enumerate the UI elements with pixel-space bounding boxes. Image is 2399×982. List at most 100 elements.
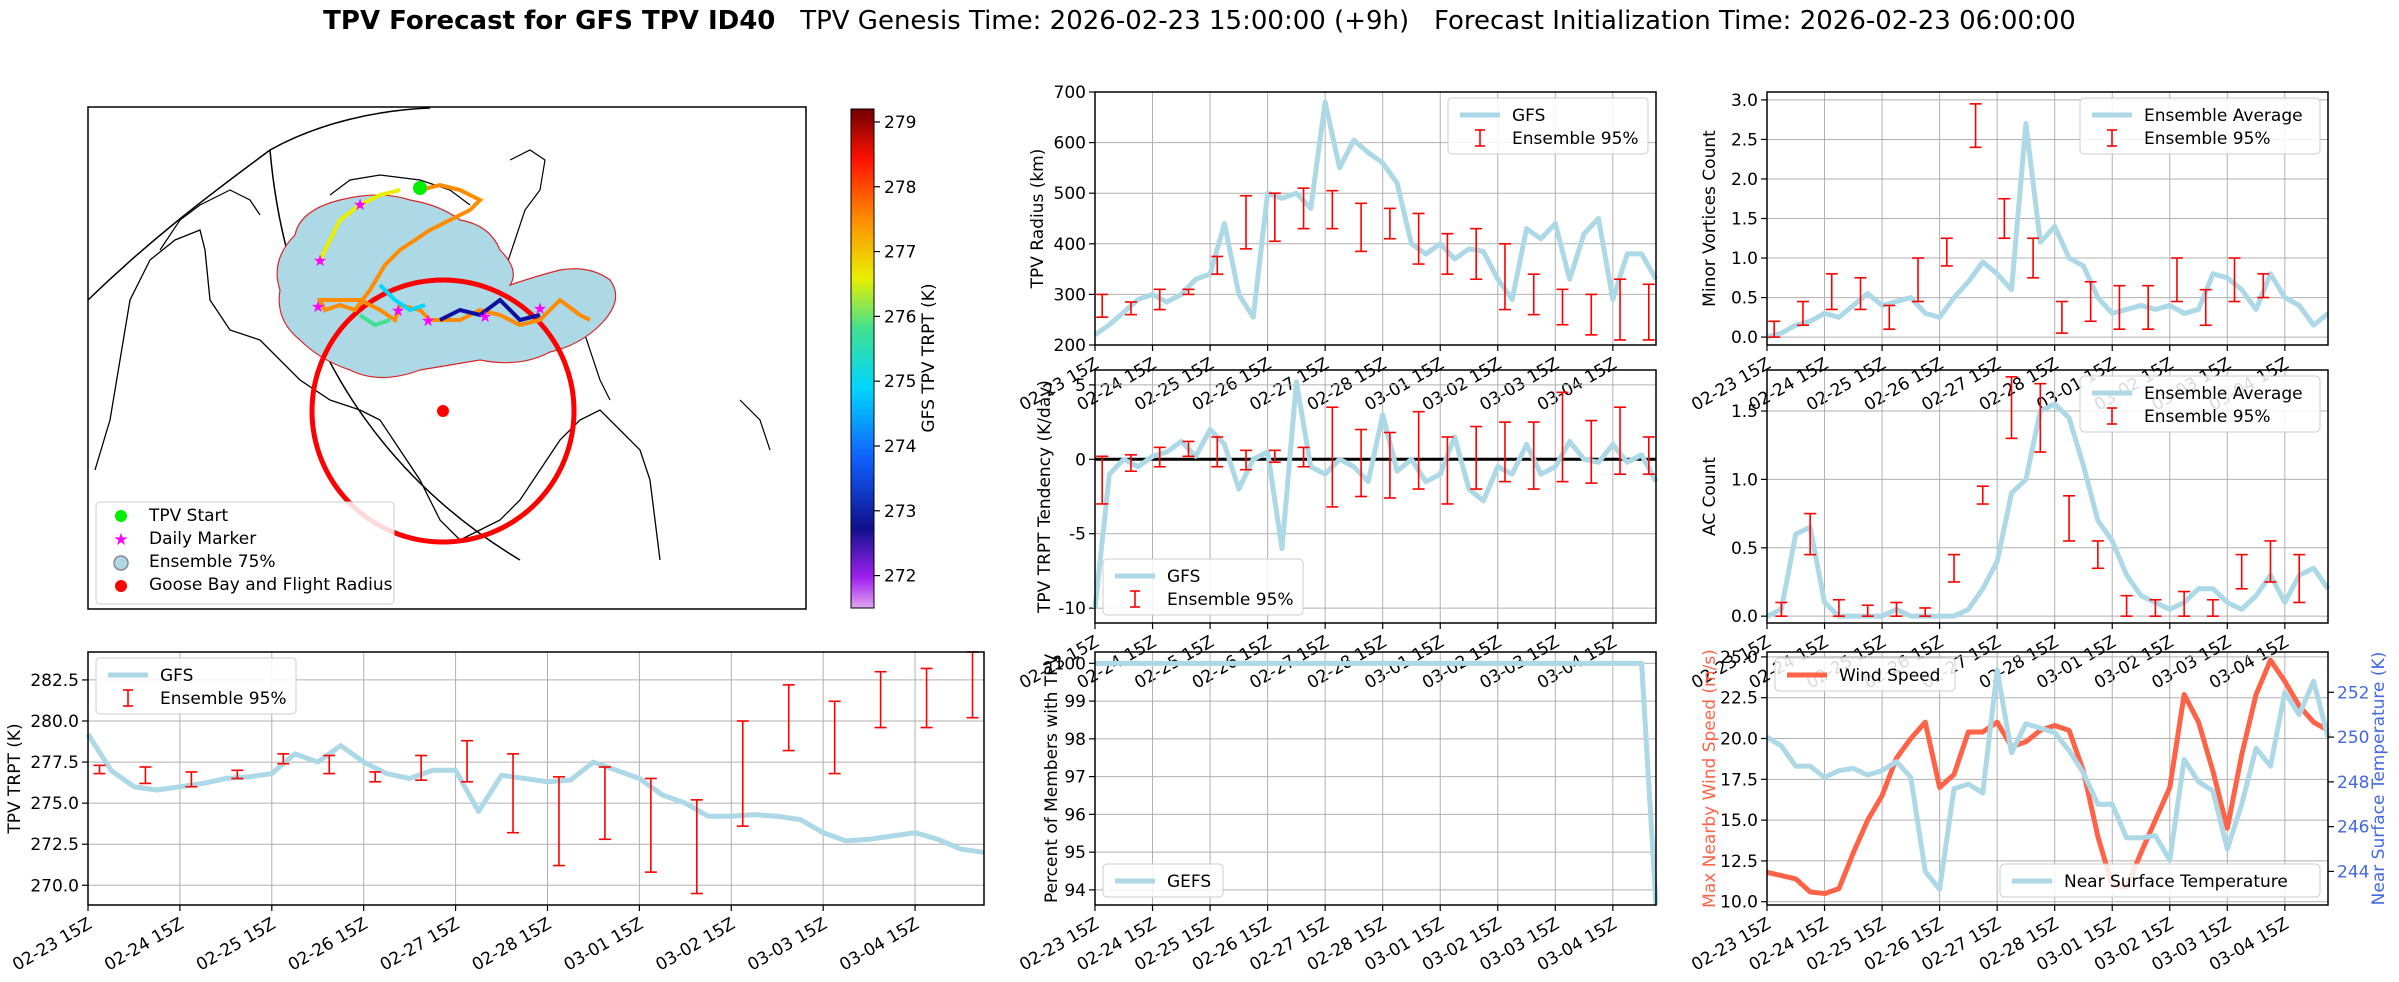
ensemble-95-errorbar — [1096, 455, 1109, 505]
x-tick-label: 03-03 15Z — [744, 914, 830, 975]
y-tick-label: 1.5 — [1731, 402, 1758, 422]
legend-label: Ensemble Average — [2144, 384, 2303, 404]
title-init: Forecast Initialization Time: 2026-02-23… — [1433, 6, 2076, 36]
y2-tick-label: 246 — [2337, 818, 2369, 838]
ensemble-95-errorbar — [1768, 320, 1781, 338]
legend-box — [1447, 97, 1649, 155]
y2-tick-label: 252 — [2337, 683, 2369, 703]
ensemble-95-errorbar — [1976, 485, 1989, 505]
ensemble-95-errorbar — [2264, 540, 2277, 583]
ensemble-95-errorbar — [1412, 212, 1425, 265]
ensemble-95-errorbar — [1383, 207, 1396, 240]
ensemble-95-errorbar — [2178, 590, 2191, 617]
y-tick-label: 20.0 — [1720, 730, 1758, 750]
ensemble-95-errorbar — [415, 754, 428, 781]
y-tick-label: 0.0 — [1731, 328, 1758, 348]
ensemble-95-errorbar — [277, 753, 290, 765]
axes-frame — [1094, 369, 1657, 624]
ensemble-95-errorbar — [2084, 280, 2097, 323]
axes-frame — [1766, 91, 2329, 346]
legend-box — [95, 657, 297, 715]
ensemble-95-errorbar — [185, 771, 198, 788]
legend-box — [1102, 558, 1304, 616]
y-tick-label: 1.5 — [1731, 210, 1758, 230]
map-legend-labels: TPV Start Daily Marker Ensemble 75% Goos… — [149, 505, 393, 597]
axes-frame — [87, 651, 985, 906]
ensemble-95-errorbar — [1124, 301, 1137, 316]
legend-label: Ensemble Average — [2144, 106, 2303, 126]
ensemble-95-errorbar — [2257, 273, 2270, 299]
ensemble-95-errorbar — [2206, 598, 2219, 617]
legend-label: GFS — [160, 666, 193, 686]
ensemble-95-errorbar — [1326, 406, 1339, 508]
legend: GFS Ensemble 95% — [1102, 558, 1304, 616]
legend-goose-bay: Goose Bay and Flight Radius — [149, 575, 393, 595]
y-tick-label: 3.0 — [1731, 91, 1758, 111]
y-axis-label: Percent of Members with TPV — [1042, 654, 1062, 903]
ensemble-95-errorbar — [1182, 440, 1195, 458]
ensemble-95-errorbar — [736, 720, 749, 827]
y-axis-label: TPV TRPT Tendency (K/day) — [1035, 380, 1055, 614]
y-tick-label: 0.0 — [1731, 607, 1758, 627]
series-line-near-surface-temperature — [1765, 667, 2331, 892]
ensemble-95-errorbar — [1614, 278, 1627, 341]
ensemble-95-errorbar — [1096, 293, 1109, 318]
ensemble-95-errorbar — [1124, 454, 1137, 473]
ensemble-95-errorbar — [1470, 425, 1483, 490]
y-tick-label: 500 — [1054, 184, 1086, 204]
y-tick-label: 2.5 — [1731, 130, 1758, 150]
ensemble-95-errorbar — [1268, 449, 1281, 464]
y-tick-label: 275.0 — [30, 794, 79, 814]
legend-label: GFS — [1512, 106, 1545, 126]
ensemble-95-errorbar — [1585, 293, 1598, 336]
y-tick-label: 2.0 — [1731, 170, 1758, 190]
ensemble-95-errorbar — [874, 670, 887, 729]
ensemble-95-errorbar — [139, 766, 152, 785]
ensemble-95-errorbar — [2063, 495, 2076, 542]
ensemble-95-errorbar — [1796, 300, 1809, 327]
ensemble-95-errorbar — [1211, 255, 1224, 275]
ensemble-95-errorbar — [2091, 540, 2104, 570]
ensemble-95-errorbar — [782, 684, 795, 752]
y-tick-label: 10.0 — [1720, 893, 1758, 913]
series-line-gfs — [85, 732, 985, 855]
ensemble-95-errorbar — [1998, 197, 2011, 240]
y-tick-label: 0 — [1075, 450, 1086, 470]
legend-box — [1999, 863, 2321, 898]
y-tick-label: 272.5 — [30, 835, 79, 855]
ensemble-95-errorbar — [2293, 553, 2306, 604]
y-tick-label: 200 — [1054, 336, 1086, 356]
y-tick-label: 100 — [1054, 654, 1086, 674]
x-tick-label: 02-27 15Z — [377, 914, 463, 975]
ensemble-95-errorbar — [966, 651, 979, 719]
legend: Wind Speed — [1774, 657, 1956, 692]
x-tick-label: 02-28 15Z — [469, 914, 555, 975]
ensemble-95-errorbar — [1355, 202, 1368, 253]
series-line-gefs — [1095, 660, 1659, 906]
ensemble-95-errorbar — [1211, 436, 1224, 468]
y-tick-label: 97 — [1064, 768, 1086, 788]
ensemble-95-errorbar — [1383, 431, 1396, 499]
y-tick-label: 600 — [1054, 134, 1086, 154]
legend: GFS Ensemble 95% — [95, 657, 297, 715]
ensemble-95-errorbar — [2120, 594, 2133, 617]
ensemble-95-errorbar — [1441, 436, 1454, 505]
y-tick-label: 5 — [1075, 376, 1086, 396]
ensemble-95-errorbar — [2149, 598, 2162, 617]
ensemble-95-errorbar — [461, 739, 474, 783]
x-tick-label: 02-26 15Z — [285, 914, 371, 975]
ensemble-95-errorbar — [2034, 382, 2047, 453]
legend-tpv-start: TPV Start — [149, 506, 229, 526]
ensemble-95-errorbar — [644, 777, 657, 873]
y-tick-label: 17.5 — [1720, 770, 1758, 790]
ensemble-95-errorbar — [1775, 601, 1788, 617]
ensemble-95-errorbar — [323, 754, 336, 775]
legend-label: Ensemble 95% — [2144, 129, 2271, 149]
ensemble-95-errorbar — [2005, 376, 2018, 440]
ensemble-95-errorbar — [1355, 428, 1368, 498]
ensemble-95-errorbar — [2199, 288, 2212, 327]
y-tick-label: 1.0 — [1731, 249, 1758, 269]
